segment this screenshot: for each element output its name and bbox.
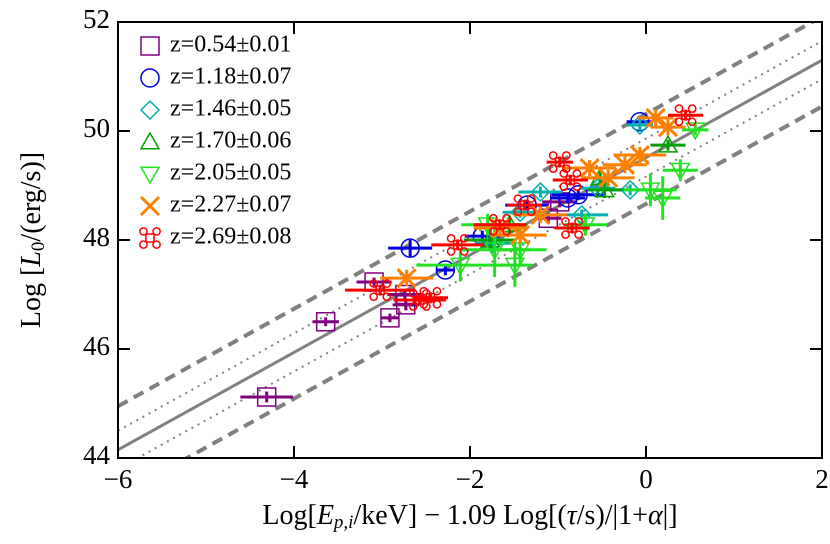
point	[559, 169, 582, 191]
point	[396, 268, 417, 289]
point	[579, 157, 600, 179]
point	[513, 194, 536, 217]
legend-label: z=2.05±0.05	[170, 160, 291, 186]
y-axis-label: Log [L0/(erg/s)]	[16, 152, 49, 328]
point	[645, 107, 666, 128]
point	[614, 154, 635, 175]
point	[550, 192, 570, 212]
point	[530, 181, 551, 203]
point	[256, 387, 277, 407]
legend-label: z=2.69±0.08	[170, 224, 291, 250]
point	[435, 260, 456, 280]
y-tick-label: 52	[83, 4, 110, 34]
point	[594, 179, 615, 198]
label-part: Log [	[16, 267, 47, 328]
x-axis-label: Log[Ep,i/keV] − 1.09 Log[(τ/s)/|1+α|]	[262, 500, 677, 533]
point	[446, 233, 469, 256]
data-marks	[240, 104, 709, 407]
x-tick-label: 2	[815, 464, 829, 494]
point	[315, 312, 336, 332]
point	[629, 114, 650, 136]
point	[380, 308, 400, 328]
point	[369, 279, 392, 302]
fit-lines	[118, 22, 822, 458]
fit-line	[118, 40, 822, 432]
fit-line	[135, 78, 822, 458]
fit-line	[118, 58, 822, 452]
label-part: 0	[28, 242, 49, 252]
point	[510, 225, 531, 246]
label-part: Log[	[262, 500, 316, 531]
label-part: /s)/|1+	[577, 500, 648, 531]
label-part: α	[648, 500, 664, 531]
label-part: τ	[567, 500, 578, 531]
legend-label: z=0.54±0.01	[170, 32, 291, 58]
legend-marker	[139, 227, 161, 249]
label-part: |]	[663, 500, 678, 531]
point	[670, 162, 691, 181]
y-tick-label: 50	[83, 113, 110, 143]
legend-marker	[139, 99, 161, 121]
point	[657, 117, 679, 138]
fit-line	[118, 22, 817, 408]
point	[657, 134, 679, 153]
point	[419, 286, 442, 309]
point	[652, 190, 674, 209]
x-tick-label: −4	[280, 464, 309, 494]
y-tick-label: 48	[83, 222, 110, 252]
point	[629, 144, 650, 166]
x-tick-label: −2	[456, 464, 485, 494]
legend-marker	[139, 166, 161, 185]
legend: z=0.54±0.01 z=1.18±0.07 z=1.46±0.05 z=1.70±…	[139, 32, 291, 250]
point	[561, 217, 584, 239]
label-part: /keV] − 1.09 Log[(	[353, 500, 566, 531]
legend-label: z=1.70±0.06	[170, 128, 291, 154]
legend-marker	[139, 131, 161, 150]
point	[574, 217, 596, 236]
legend-label: z=1.46±0.05	[170, 96, 291, 122]
legend-label: z=2.27±0.07	[170, 192, 291, 218]
point	[620, 179, 641, 200]
legend-marker	[140, 68, 160, 88]
point	[548, 151, 571, 173]
x-tick-label: 0	[639, 464, 653, 494]
point	[450, 257, 471, 276]
y-tick-label: 44	[83, 440, 111, 470]
legend-label: z=1.18±0.07	[170, 64, 291, 90]
point	[504, 257, 526, 276]
y-tick-label: 46	[83, 331, 110, 361]
point	[598, 167, 619, 188]
label-part: p,i	[332, 512, 354, 533]
label-part: E	[316, 500, 334, 531]
label-part: L	[16, 251, 47, 268]
legend-marker	[140, 36, 160, 56]
axes: −6 −4 −2 0 2 44 46 48 50 52	[83, 4, 829, 494]
legend-marker	[139, 195, 161, 217]
point	[674, 104, 697, 127]
point	[489, 213, 511, 236]
label-part: /(erg/s)]	[16, 152, 47, 242]
x-tick-label: −6	[104, 464, 133, 494]
fit-line	[182, 104, 822, 458]
point	[400, 238, 420, 258]
